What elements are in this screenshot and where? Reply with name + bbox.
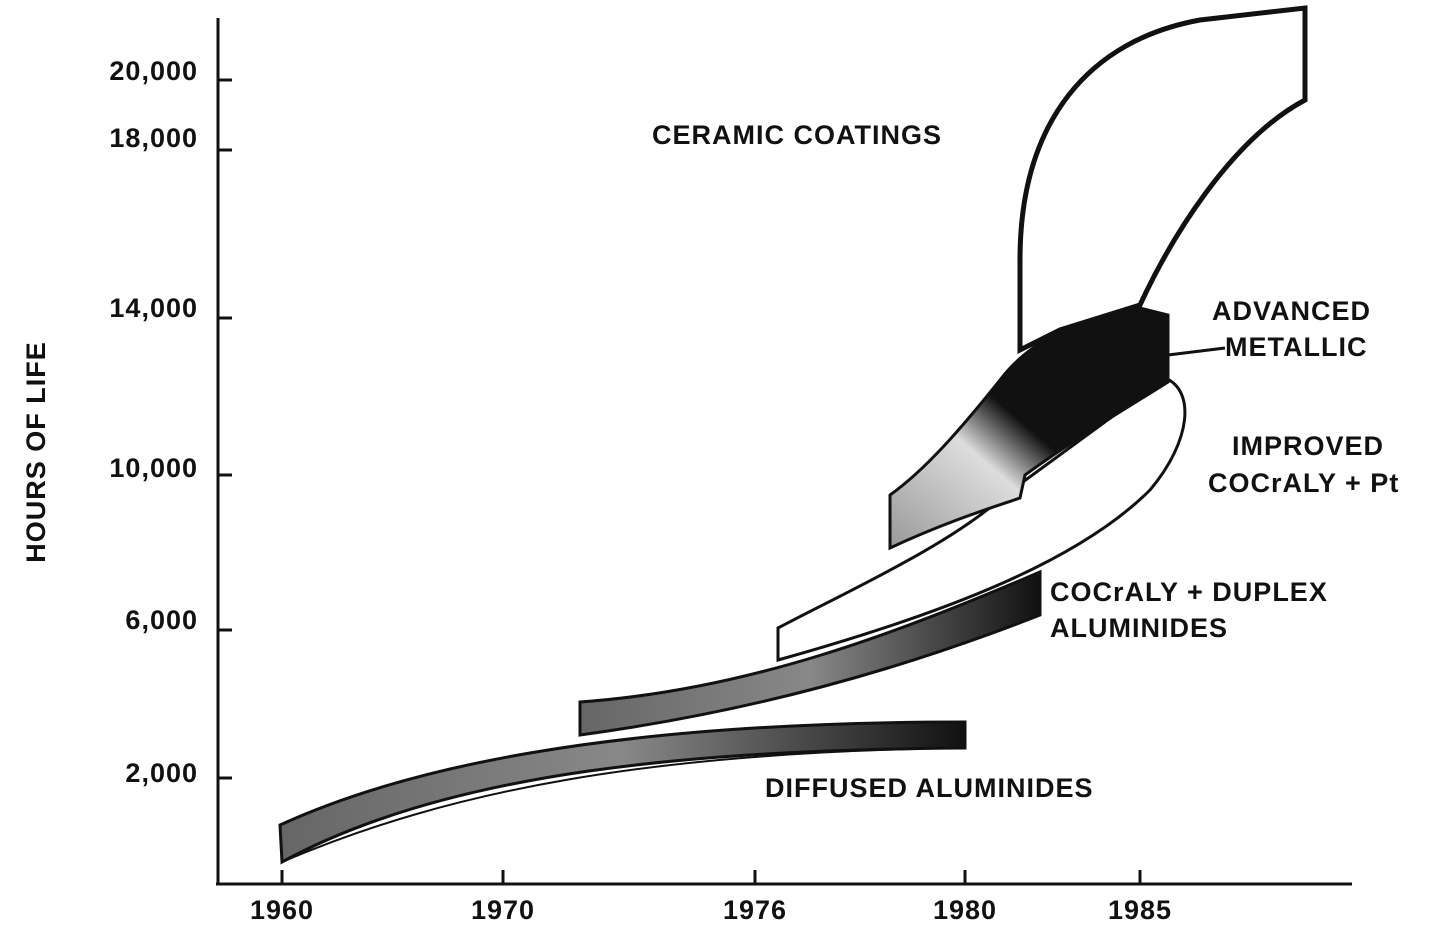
x-tick-label: 1985 — [1108, 895, 1172, 925]
diffused-outline — [281, 747, 966, 863]
x-tick-label: 1960 — [250, 895, 314, 925]
ceramic-band — [1017, 5, 1308, 355]
y-tick-label: 2,000 — [125, 758, 198, 788]
y-tick-label: 18,000 — [109, 123, 198, 153]
y-tick-label: 6,000 — [125, 605, 198, 635]
y-axis-label: HOURS OF LIFE — [21, 341, 51, 563]
y-tick-label: 10,000 — [109, 453, 198, 483]
band-label: IMPROVED — [1232, 431, 1384, 461]
x-tick-label: 1970 — [471, 895, 535, 925]
band-label: CERAMIC COATINGS — [652, 120, 942, 150]
advanced-band — [888, 306, 1170, 551]
y-tick-label: 14,000 — [109, 293, 198, 323]
band-label: DIFFUSED ALUMINIDES — [765, 773, 1094, 803]
duplex-band — [578, 569, 1042, 737]
y-tick-label: 20,000 — [109, 56, 198, 86]
x-tick-label: 1976 — [723, 895, 787, 925]
x-tick-label: 1980 — [933, 895, 997, 925]
band-label: COCrALY + Pt — [1208, 468, 1399, 498]
band-label: METALLIC — [1225, 332, 1367, 362]
y-ticks — [218, 78, 232, 780]
band-label: ADVANCED — [1212, 296, 1371, 326]
x-ticks — [280, 870, 1142, 884]
band-label: ALUMINIDES — [1050, 613, 1228, 643]
improved-band — [776, 376, 1187, 662]
band-label: COCrALY + DUPLEX — [1050, 577, 1328, 607]
leader-line — [1167, 346, 1226, 357]
